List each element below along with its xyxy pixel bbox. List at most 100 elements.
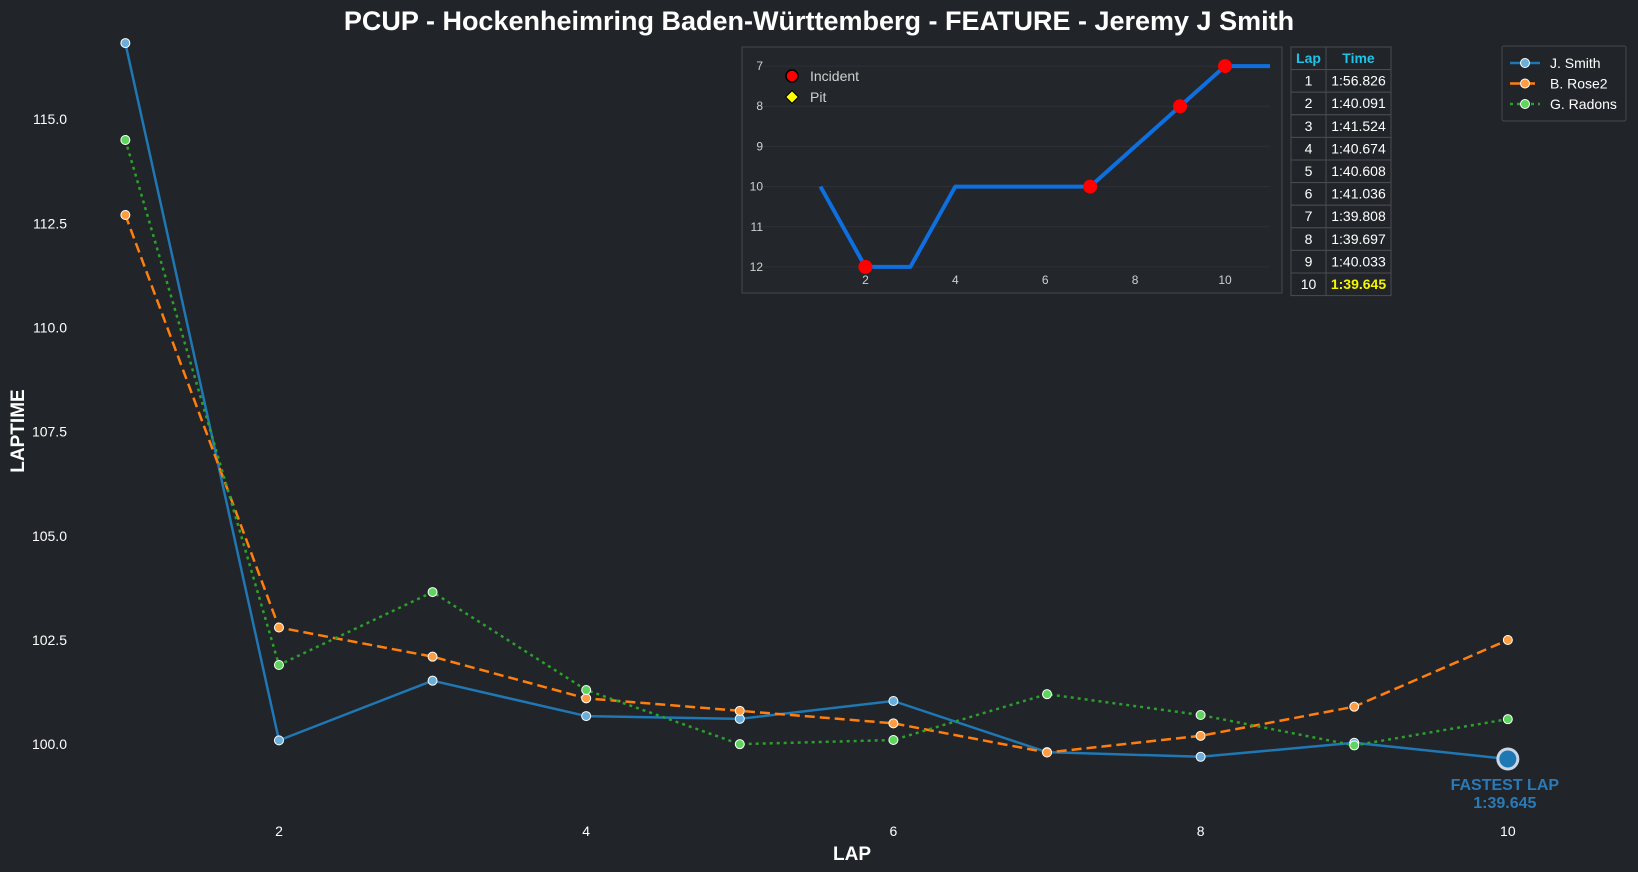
pit-legend-label: Pit [810, 89, 826, 105]
series-b-rose2 [120, 210, 1513, 758]
table-time-cell: 1:56.826 [1331, 73, 1386, 89]
data-point [581, 685, 592, 695]
table-lap-cell: 6 [1305, 186, 1313, 202]
inset-y-tick-label: 11 [751, 220, 764, 234]
data-point [427, 675, 438, 686]
data-point [581, 693, 592, 704]
data-point [273, 735, 284, 746]
incident-marker [1083, 179, 1098, 194]
table-lap-cell: 5 [1305, 163, 1313, 179]
y-tick-label: 107.5 [32, 424, 67, 440]
pit-legend-marker [784, 89, 800, 105]
series-line [124, 139, 1509, 747]
data-point [888, 718, 899, 729]
data-point [1195, 710, 1206, 720]
inset-incident-markers [858, 59, 1233, 274]
inset-y-tick-label: 12 [750, 260, 764, 274]
series-line [124, 42, 1508, 761]
table-cell [1325, 272, 1392, 297]
table-time-cell: 1:41.036 [1331, 186, 1386, 202]
y-tick-label: 102.5 [32, 632, 67, 648]
x-tick-label: 6 [890, 823, 898, 839]
legend-marker [1520, 78, 1530, 89]
legend-entry: B. Rose2 [1550, 76, 1608, 92]
data-point [427, 587, 438, 598]
table-time-cell: 1:39.645 [1331, 276, 1386, 292]
fastest-lap-time: 1:39.645 [1473, 795, 1536, 812]
legend-marker [1520, 99, 1530, 109]
y-tick-label: 110.0 [33, 320, 67, 336]
inset-position-line [818, 64, 1270, 269]
lap-time-table: Lap Time 1 1:56.826 2 1:40.091 3 1:41.524 4 1:40.… [1290, 46, 1392, 297]
data-point [1502, 714, 1513, 725]
incident-marker [1218, 59, 1233, 74]
legend-frame [1501, 45, 1627, 122]
data-point [1042, 747, 1053, 758]
data-point [888, 735, 899, 745]
table-header: Time [1342, 50, 1375, 66]
table-time-cell: 1:40.608 [1331, 163, 1386, 179]
data-point [120, 38, 131, 49]
data-point [120, 135, 131, 145]
inset-y-tick-label: 8 [756, 99, 763, 113]
incident-legend-marker [785, 69, 799, 83]
y-tick-label: 100.0 [32, 736, 67, 752]
legend-entry: J. Smith [1550, 55, 1601, 71]
inset-y-tick-labels: 7 8 9 10 11 12 [750, 59, 764, 274]
legend-marker [1520, 58, 1530, 68]
x-tick-label: 8 [1197, 823, 1205, 839]
data-point [581, 711, 592, 722]
inset-y-tick-label: 9 [756, 139, 763, 153]
fastest-lap-label: FASTEST LAP [1451, 777, 1560, 794]
position-inset-chart: 7 8 9 10 11 12 2 4 6 8 10 Incident Pit [741, 46, 1283, 294]
series-g-radons [120, 135, 1513, 751]
y-tick-label: 112.5 [33, 215, 67, 231]
inset-x-tick-label: 10 [1218, 273, 1232, 287]
series-j-smith [120, 38, 1513, 764]
x-axis-label: LAP [833, 844, 871, 865]
data-point [1195, 730, 1206, 741]
y-axis-label: LAPTIME [8, 389, 29, 472]
table-time-cell: 1:40.674 [1331, 140, 1386, 156]
table-header: Lap [1296, 50, 1321, 66]
inset-x-tick-label: 6 [1042, 273, 1049, 287]
data-point [1502, 635, 1513, 645]
inset-y-tick-label: 7 [756, 59, 763, 73]
inset-background [741, 46, 1283, 294]
table-time-cell: 1:40.033 [1331, 253, 1386, 269]
inset-x-tick-label: 4 [952, 273, 959, 287]
data-point [273, 660, 284, 670]
fastest-lap-ring [1496, 747, 1520, 771]
table-time-cell: 1:41.524 [1331, 118, 1386, 134]
x-tick-labels: 2 4 6 8 10 [275, 823, 1516, 839]
table-time-cell: 1:39.697 [1331, 231, 1386, 247]
data-point [734, 705, 745, 716]
inset-x-tick-labels: 2 4 6 8 10 [862, 273, 1232, 287]
table-lap-cell: 9 [1305, 253, 1313, 269]
data-point [734, 739, 745, 750]
x-tick-label: 10 [1500, 823, 1516, 839]
table-lap-cell: 4 [1305, 140, 1313, 156]
table-time-cell: 1:39.808 [1331, 208, 1386, 224]
table-lap-cell: 10 [1301, 276, 1317, 292]
y-tick-label: 115.0 [33, 111, 67, 127]
table-lap-cell: 3 [1305, 118, 1313, 134]
legend-entry: G. Radons [1550, 96, 1617, 112]
inset-x-tick-label: 2 [862, 273, 869, 287]
x-tick-label: 4 [582, 823, 590, 839]
series-line [124, 214, 1509, 754]
data-point [1195, 751, 1206, 762]
data-point [1042, 689, 1053, 700]
table-lap-cell: 8 [1305, 231, 1313, 247]
fastest-lap-annotation: FASTEST LAP 1:39.645 [1451, 747, 1560, 812]
chart-legend: J. Smith B. Rose2 G. Radons [1501, 45, 1627, 122]
table-lap-cell: 1 [1305, 73, 1313, 89]
table-lap-cell: 7 [1305, 208, 1313, 224]
data-point [1349, 701, 1360, 712]
data-point [120, 210, 131, 220]
inset-y-tick-label: 10 [750, 180, 764, 194]
y-tick-labels: 100.0 102.5 105.0 107.5 110.0 112.5 115.0 [32, 111, 67, 752]
incident-marker [1173, 99, 1188, 114]
data-point [273, 622, 284, 633]
incident-marker [858, 259, 873, 274]
